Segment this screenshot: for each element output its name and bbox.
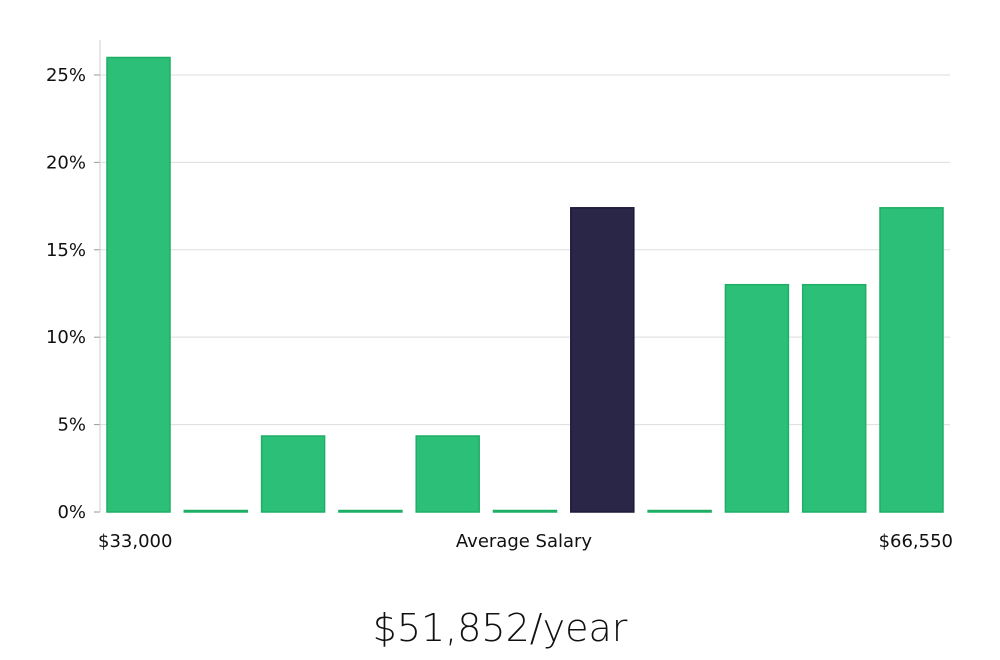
bar-4 [338,509,403,513]
y-tick-label-15: 15% [46,240,86,261]
y-tick-label-0: 0% [57,502,86,523]
bar-average-salary [570,207,635,513]
bars [106,56,944,513]
bar-2 [183,509,249,513]
bar-1 [106,56,171,513]
bar-6 [492,509,558,513]
y-tick-label-5: 5% [57,415,86,436]
bar-3 [260,435,326,513]
x-axis-label: Average Salary [456,531,593,552]
average-salary-value: $51,852/year [372,606,628,650]
y-axis-ticks: 0% 5% 10% 15% 20% 25% [46,65,100,523]
y-tick-label-25: 25% [46,65,86,86]
bar-8 [647,509,712,513]
x-label-min: $33,000 [98,531,172,552]
bar-11 [879,207,944,513]
bar-5 [415,435,480,513]
salary-histogram-chart: 0%5%10%15%20%25% $33,000 Average Salary … [46,40,953,552]
y-tick-label-10: 10% [46,327,86,348]
bar-10 [801,283,867,513]
bar-9 [724,283,790,513]
x-label-max: $66,550 [879,531,953,552]
y-tick-label-20: 20% [46,152,86,173]
